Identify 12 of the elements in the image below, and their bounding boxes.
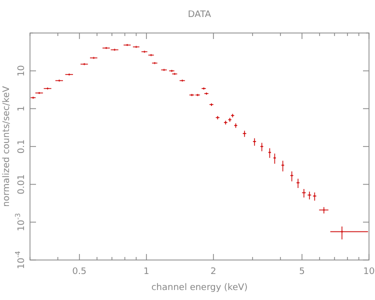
x-tick-label: 5 bbox=[299, 267, 305, 277]
y-axis-title: normalized counts/sec/keV bbox=[2, 85, 12, 207]
x-tick-label: 10 bbox=[363, 267, 375, 277]
y-tick-label: 10 bbox=[17, 64, 27, 77]
x-tick-label: 0.5 bbox=[72, 267, 87, 277]
y-tick-label: 1 bbox=[17, 106, 27, 112]
x-axis-title: channel energy (keV) bbox=[151, 283, 248, 293]
x-tick-label: 1 bbox=[144, 267, 150, 277]
y-tick-label: 0.01 bbox=[17, 174, 27, 194]
y-tick-label: 0.1 bbox=[17, 139, 27, 154]
chart-title: DATA bbox=[188, 10, 212, 20]
x-tick-label: 2 bbox=[210, 267, 216, 277]
